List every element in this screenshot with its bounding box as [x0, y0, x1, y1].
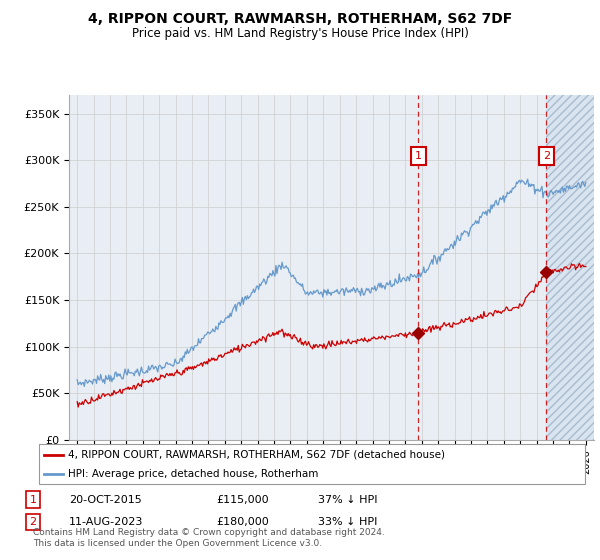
Text: 2: 2	[543, 151, 550, 161]
Text: Price paid vs. HM Land Registry's House Price Index (HPI): Price paid vs. HM Land Registry's House …	[131, 27, 469, 40]
Text: 2: 2	[29, 517, 37, 527]
Bar	[547, 95, 594, 440]
Text: 11-AUG-2023: 11-AUG-2023	[69, 517, 143, 527]
Text: 4, RIPPON COURT, RAWMARSH, ROTHERHAM, S62 7DF: 4, RIPPON COURT, RAWMARSH, ROTHERHAM, S6…	[88, 12, 512, 26]
Text: £115,000: £115,000	[216, 494, 269, 505]
Text: 37% ↓ HPI: 37% ↓ HPI	[318, 494, 377, 505]
Bar	[547, 95, 594, 440]
Text: 20-OCT-2015: 20-OCT-2015	[69, 494, 142, 505]
Text: 4, RIPPON COURT, RAWMARSH, ROTHERHAM, S62 7DF (detached house): 4, RIPPON COURT, RAWMARSH, ROTHERHAM, S6…	[68, 450, 445, 460]
Text: 1: 1	[29, 494, 37, 505]
Text: HPI: Average price, detached house, Rotherham: HPI: Average price, detached house, Roth…	[68, 469, 318, 478]
Text: 1: 1	[415, 151, 422, 161]
Text: £180,000: £180,000	[216, 517, 269, 527]
Text: Contains HM Land Registry data © Crown copyright and database right 2024.
This d: Contains HM Land Registry data © Crown c…	[33, 528, 385, 548]
Text: 33% ↓ HPI: 33% ↓ HPI	[318, 517, 377, 527]
